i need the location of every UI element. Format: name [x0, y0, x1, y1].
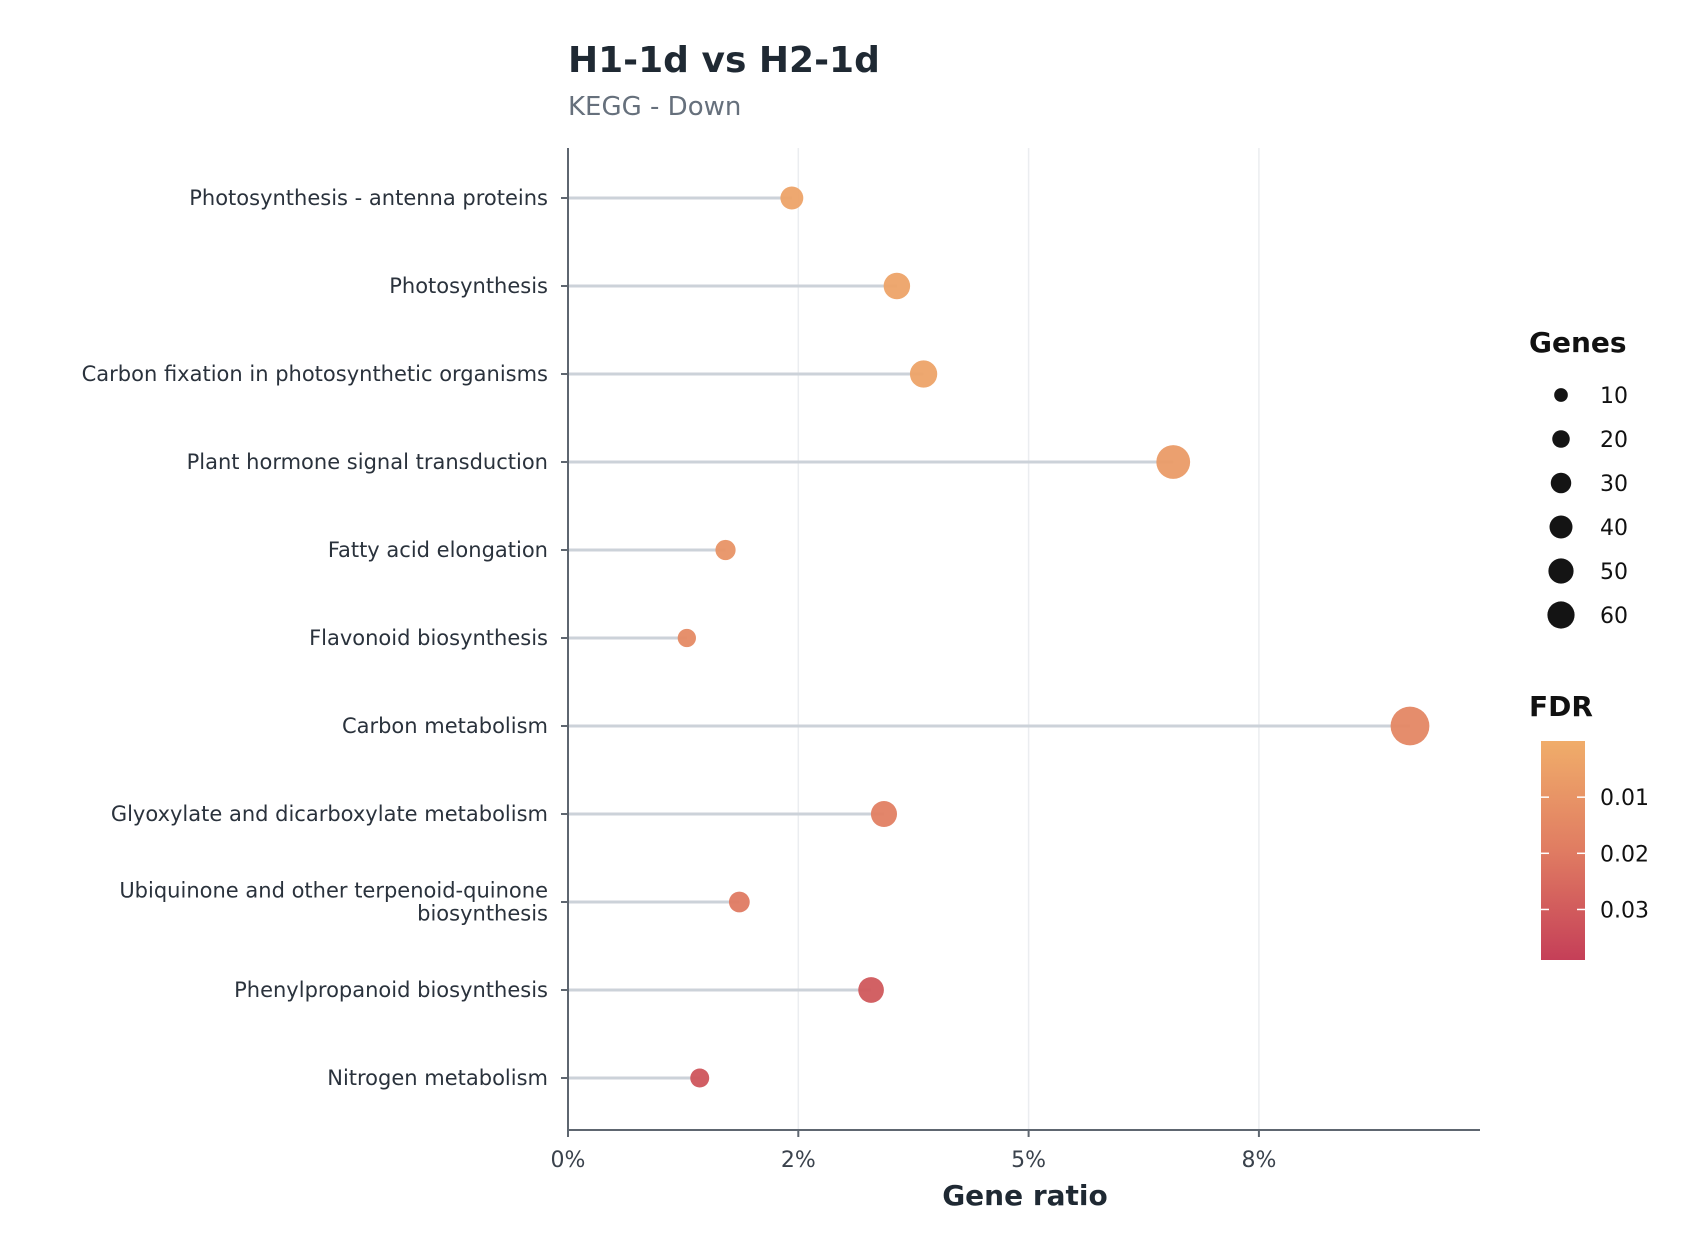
- y-tick-label-line: Flavonoid biosynthesis: [309, 626, 548, 650]
- y-tick-label-line: Glyoxylate and dicarboxylate metabolism: [111, 802, 548, 826]
- grid-lines: [797, 148, 1260, 1130]
- data-point: [883, 272, 911, 300]
- data-point: [728, 891, 750, 913]
- points: [677, 186, 1430, 1088]
- y-tick-label-line: Carbon fixation in photosynthetic organi…: [82, 362, 548, 386]
- y-tick-label-line: Photosynthesis - antenna proteins: [189, 186, 548, 210]
- legend-size-key: [1552, 430, 1570, 448]
- y-tick-label: Fatty acid elongation: [328, 538, 548, 562]
- x-tick-label: 8%: [1241, 1148, 1276, 1173]
- data-point: [1156, 445, 1191, 479]
- legend-size-label: 20: [1600, 428, 1628, 453]
- y-tick-label: Phenylpropanoid biosynthesis: [234, 978, 548, 1002]
- x-axis-ticks: 0% 2% 5% 8%: [551, 1130, 1276, 1173]
- legend-size-label: 40: [1600, 516, 1628, 541]
- y-tick-label: Carbon fixation in photosynthetic organi…: [82, 362, 548, 386]
- y-axis-labels: Photosynthesis - antenna proteins Photosy…: [82, 186, 548, 1090]
- legend-size-key: [1554, 388, 1568, 402]
- data-point: [1390, 706, 1430, 746]
- stems: [568, 196, 1410, 1080]
- legend-size-label: 30: [1600, 472, 1628, 497]
- y-tick-label-line: Plant hormone signal transduction: [187, 450, 548, 474]
- x-tick-label: 2%: [781, 1148, 816, 1173]
- data-point: [690, 1068, 710, 1088]
- legend-size-label: 60: [1600, 604, 1628, 629]
- data-point: [909, 360, 938, 388]
- x-tick-label: 0%: [551, 1148, 586, 1173]
- y-tick-label-line: Nitrogen metabolism: [327, 1066, 548, 1090]
- y-tick-label: Plant hormone signal transduction: [187, 450, 548, 474]
- legend-size-label: 10: [1600, 384, 1628, 409]
- data-point: [858, 977, 884, 1003]
- y-tick-label: Flavonoid biosynthesis: [309, 626, 548, 650]
- legend-size-key: [1547, 601, 1575, 629]
- y-tick-label-line: biosynthesis: [417, 902, 548, 926]
- y-tick-label-line: Carbon metabolism: [342, 714, 548, 738]
- legend-size-key: [1548, 558, 1574, 584]
- legend-genes-title: Genes: [1529, 326, 1627, 359]
- y-tick-label: Glyoxylate and dicarboxylate metabolism: [111, 802, 548, 826]
- legend-genes: Genes 10 20 30 40 50 60: [1529, 326, 1628, 629]
- y-tick-label: Photosynthesis - antenna proteins: [189, 186, 548, 210]
- y-tick-label: Ubiquinone and other terpenoid-quinone bi…: [119, 879, 548, 926]
- x-tick-label: 5%: [1011, 1148, 1046, 1173]
- data-point: [677, 628, 696, 648]
- y-tick-label-line: Ubiquinone and other terpenoid-quinone: [119, 879, 548, 903]
- legend-fdr-label: 0.03: [1600, 898, 1649, 923]
- data-point: [870, 800, 898, 828]
- legend-size-key: [1549, 515, 1573, 539]
- axes: [561, 148, 1480, 1131]
- y-tick-label-line: Phenylpropanoid biosynthesis: [234, 978, 548, 1002]
- legend-size-label: 50: [1600, 560, 1628, 585]
- legend-fdr-title: FDR: [1529, 690, 1593, 723]
- legend-fdr-colorbar: [1541, 741, 1585, 960]
- legend-fdr-label: 0.01: [1600, 786, 1649, 811]
- x-axis-label: Gene ratio: [942, 1179, 1108, 1212]
- y-tick-label: Carbon metabolism: [342, 714, 548, 738]
- y-tick-label: Nitrogen metabolism: [327, 1066, 548, 1090]
- legend-fdr: FDR 0.01 0.02 0.03: [1529, 690, 1649, 960]
- y-tick-label-line: Fatty acid elongation: [328, 538, 548, 562]
- data-point: [780, 186, 804, 210]
- chart-title: H1-1d vs H2-1d: [568, 40, 880, 81]
- legend-size-key: [1550, 472, 1572, 494]
- legend-fdr-label: 0.02: [1600, 842, 1649, 867]
- y-tick-label-line: Photosynthesis: [389, 274, 548, 298]
- chart-subtitle: KEGG - Down: [568, 92, 741, 122]
- data-point: [715, 539, 736, 561]
- y-tick-label: Photosynthesis: [389, 274, 548, 298]
